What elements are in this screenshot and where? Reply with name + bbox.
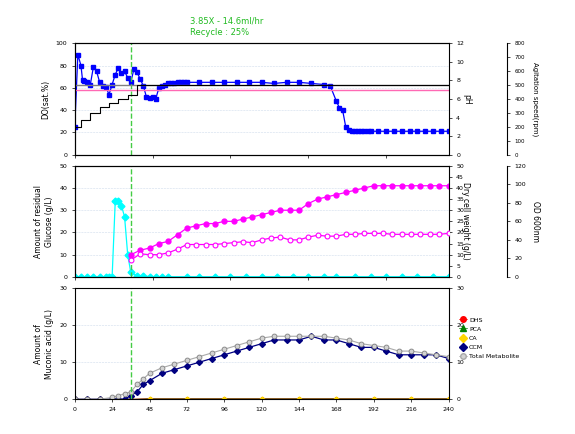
Text: 3.85X - 14.6ml/hr
Recycle : 25%: 3.85X - 14.6ml/hr Recycle : 25% <box>190 17 263 37</box>
Y-axis label: Amount of
Muconic acid (g/L): Amount of Muconic acid (g/L) <box>34 309 53 379</box>
Y-axis label: Amount of residual
Glucose (g/L): Amount of residual Glucose (g/L) <box>34 185 53 258</box>
Y-axis label: Agitation speed(rpm): Agitation speed(rpm) <box>532 62 539 136</box>
Y-axis label: OD 600nm: OD 600nm <box>531 201 540 242</box>
Y-axis label: pH: pH <box>462 94 471 104</box>
Legend: DHS, PCA, CA, CCM, Total Metabolite: DHS, PCA, CA, CCM, Total Metabolite <box>459 317 519 359</box>
Y-axis label: DO(sat.%): DO(sat.%) <box>41 79 50 118</box>
Y-axis label: Dry cell weight (g/L): Dry cell weight (g/L) <box>461 182 470 260</box>
